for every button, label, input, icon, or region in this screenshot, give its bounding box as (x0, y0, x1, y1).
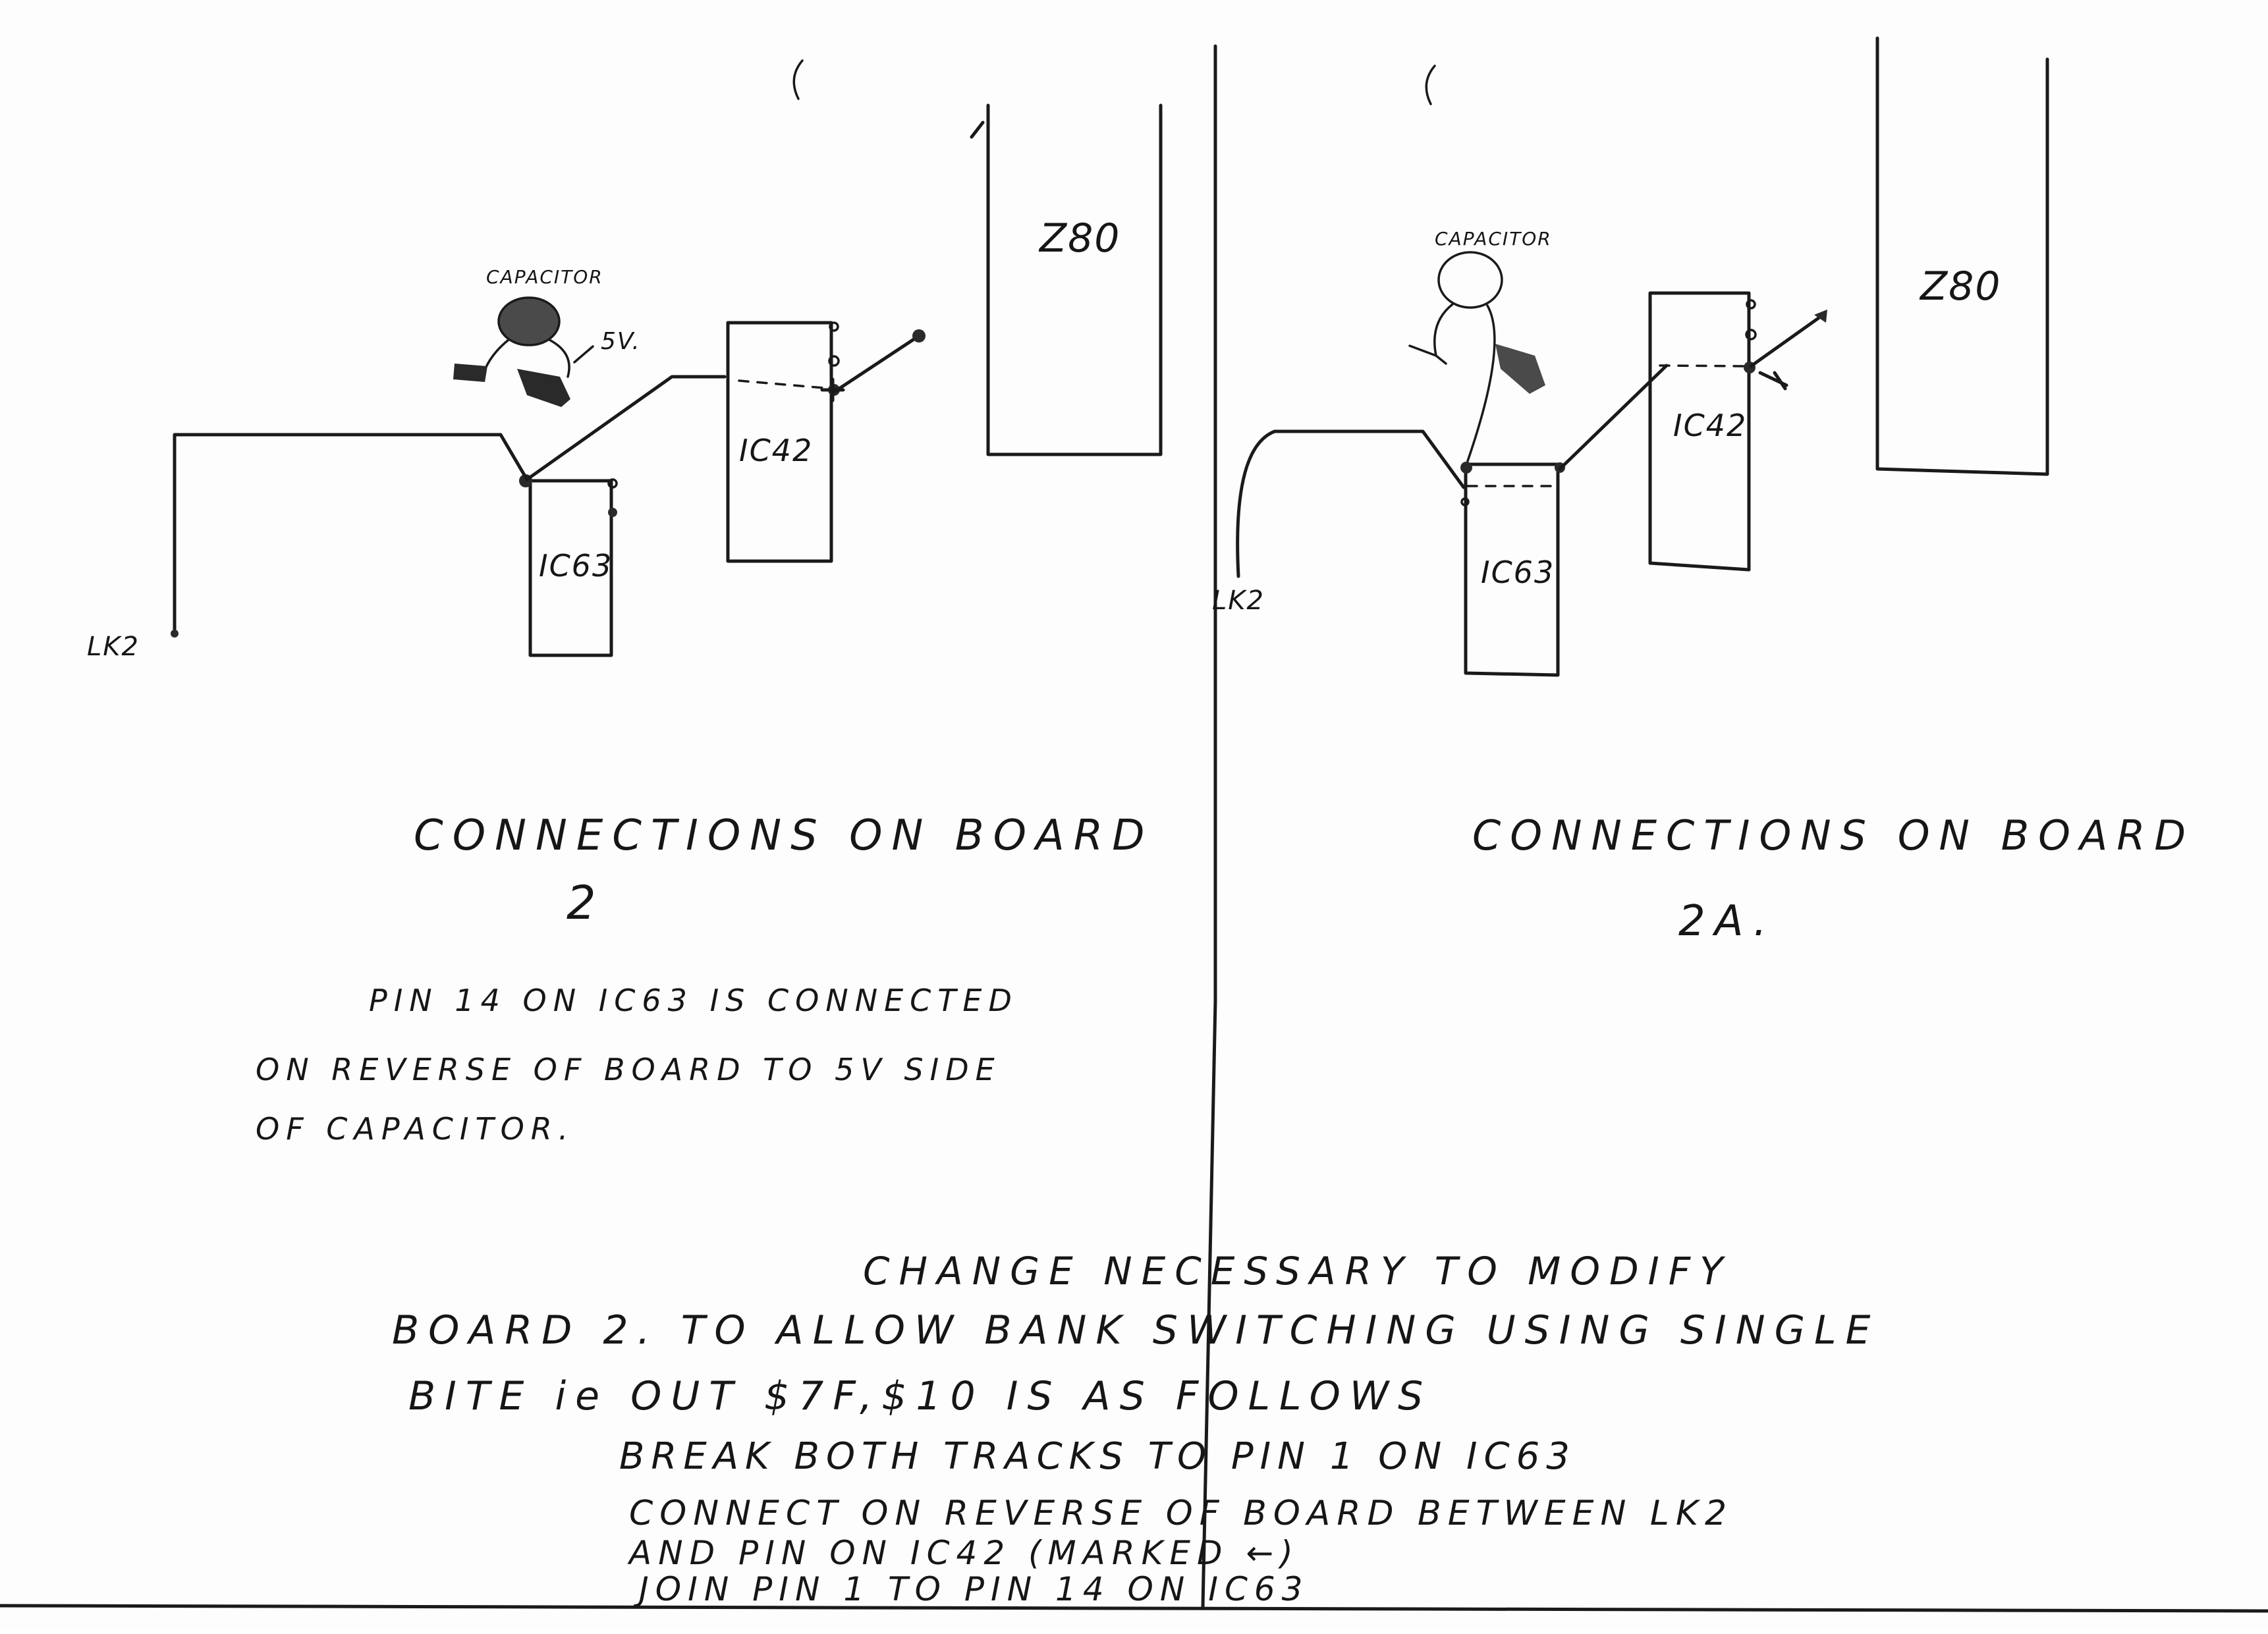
left-5v-pointer (573, 345, 594, 364)
right-board-diagram: Z80 IC42 IC63 LK2 CAPACITOR CONNECTIONS … (1212, 36, 2195, 946)
left-ic42-pin-1 (829, 321, 839, 332)
instructions-step-1: BREAK BOTH TRACKS TO PIN 1 ON IC63 (619, 1435, 1576, 1478)
right-capacitor-lead-a (1408, 303, 1454, 365)
instructions-line-2: BITE ie OUT $7F,$10 IS AS FOLLOWS (408, 1373, 1432, 1419)
left-capacitor-pad-5v (517, 369, 570, 407)
left-capacitor-outline (497, 296, 561, 346)
right-ic63-pin-1 (1460, 462, 1472, 474)
left-ic42-track (525, 375, 727, 481)
right-ic42-chip (1648, 291, 1751, 572)
right-ic42-lead (1749, 315, 1821, 368)
right-lk2-track (1236, 429, 1466, 578)
punch-hole-mark-left (792, 59, 804, 100)
left-ic42-lead-pad (912, 329, 926, 342)
right-ic63-pin-2 (1460, 497, 1470, 506)
left-z80-chip (970, 103, 1163, 456)
left-capacitor (499, 298, 559, 345)
right-marked-arrow (1758, 371, 1788, 391)
right-ic63-label: IC63 (1481, 555, 1555, 590)
left-capacitor-pad-a (453, 364, 487, 382)
left-capacitor-lead-b (548, 339, 570, 378)
left-ic63-pin-13 (608, 508, 617, 517)
left-lk2-point (171, 630, 179, 638)
page-bottom-line (0, 1604, 2268, 1613)
left-ic63-label: IC63 (539, 548, 613, 584)
right-capacitor-lead-b (1466, 304, 1496, 462)
left-ic42-chip (726, 321, 833, 563)
left-note-line-1: PIN 14 ON IC63 IS CONNECTED (369, 983, 1018, 1018)
left-board-diagram: Z80 IC42 IC63 LK2 CAPACITOR 5V. CONN (87, 103, 1163, 1147)
left-z80-label: Z80 (1038, 215, 1120, 261)
left-board-number: 2 (567, 876, 600, 930)
right-ic42-track (1558, 364, 1669, 471)
right-ic42-pin-1 (1746, 299, 1756, 310)
left-board-title: CONNECTIONS ON BOARD (414, 811, 1154, 860)
right-capacitor-pad-5v (1495, 344, 1545, 394)
modification-instructions: CHANGE NECESSARY TO MODIFY BOARD 2. TO A… (392, 1249, 1879, 1608)
right-board-title: CONNECTIONS ON BOARD (1472, 811, 2195, 859)
right-ic63-chip (1464, 462, 1560, 677)
right-ic42-pin-2 (1745, 329, 1757, 340)
left-ic42-dashed-link (738, 379, 833, 390)
instructions-step-4: JOIN PIN 1 TO PIN 14 ON IC63 (633, 1570, 1309, 1608)
instructions-step-2: CONNECT ON REVERSE OF BOARD BETWEEN LK2 (629, 1494, 1733, 1533)
left-ic42-label: IC42 (739, 433, 813, 468)
instructions-line-1: BOARD 2. TO ALLOW BANK SWITCHING USING S… (392, 1307, 1879, 1353)
left-lk2-label: LK2 (87, 632, 140, 662)
left-lk2-track (173, 433, 529, 634)
left-ic63-pin-14 (607, 478, 618, 489)
left-ic42-pin-2 (828, 355, 840, 367)
right-ic42-lead-pad (1814, 310, 1827, 323)
right-board-number: 2A. (1678, 897, 1776, 946)
punch-hole-mark-right (1425, 65, 1436, 105)
right-capacitor-label: CAPACITOR (1435, 228, 1552, 250)
left-note-line-3: OF CAPACITOR. (256, 1111, 574, 1147)
instructions-heading: CHANGE NECESSARY TO MODIFY (863, 1249, 1732, 1294)
left-ic42-pin-cross (820, 377, 845, 402)
left-capacitor-label: CAPACITOR (486, 266, 603, 288)
right-z80-label: Z80 (1919, 263, 2001, 310)
left-ic63-chip (528, 479, 613, 657)
page-divider (1201, 44, 1217, 1609)
left-note-line-2: ON REVERSE OF BOARD TO 5V SIDE (256, 1052, 1001, 1087)
right-z80-chip (1875, 36, 2049, 476)
left-ic42-lead (833, 335, 919, 393)
right-lk2-label: LK2 (1212, 586, 1265, 616)
right-capacitor (1437, 251, 1503, 309)
right-ic42-label: IC42 (1673, 408, 1747, 443)
instructions-step-3: AND PIN ON IC42 (MARKED ←) (627, 1534, 1300, 1572)
left-5v-label: 5V. (601, 328, 641, 355)
